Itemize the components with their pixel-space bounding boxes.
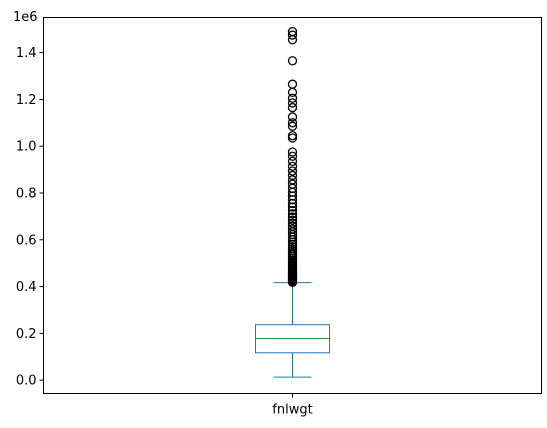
outlier-point [287, 102, 298, 113]
outlier-point [287, 112, 298, 122]
outlier-point [287, 166, 298, 176]
y-tick-label: 1.0 [16, 140, 37, 155]
outlier-point [287, 212, 298, 222]
y-tick-label: 0.2 [16, 327, 37, 342]
y-scale-label: 1e6 [13, 10, 38, 25]
outlier-point [287, 179, 298, 189]
outlier-point [287, 227, 298, 237]
outlier-point [287, 26, 298, 37]
outlier-point [287, 205, 298, 216]
y-tick-label: 0.4 [16, 280, 37, 295]
y-tick-label: 1.2 [16, 93, 37, 108]
outlier-point [287, 147, 298, 157]
y-tick-label: 0.0 [16, 374, 37, 389]
outlier-point [287, 175, 298, 185]
outlier-point [287, 170, 298, 181]
outlier-point [287, 98, 298, 108]
plot-frame [43, 17, 542, 394]
outlier-point [287, 221, 298, 231]
outlier-point [287, 118, 298, 128]
outlier-point [287, 93, 298, 103]
outlier-point [287, 215, 298, 225]
y-tick-label: 0.8 [16, 186, 37, 201]
x-tick-label: fnlwgt [272, 403, 312, 418]
outlier-point [287, 151, 298, 161]
outlier-point [287, 161, 298, 171]
outlier-point [287, 79, 298, 89]
y-tick-label: 0.6 [16, 233, 37, 248]
outlier-point [287, 56, 298, 66]
y-tick-label: 1.4 [16, 46, 37, 61]
outlier-point [287, 156, 298, 167]
outlier-point [287, 121, 298, 131]
outlier-point [287, 218, 298, 228]
outlier-point [287, 209, 298, 219]
outlier-point [287, 131, 298, 141]
outlier-point [287, 224, 298, 234]
outlier-point [287, 202, 298, 212]
outlier-point [287, 30, 298, 40]
